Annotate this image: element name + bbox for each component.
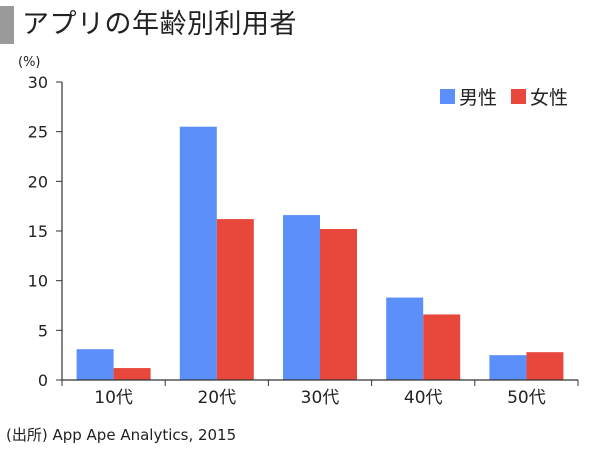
legend-label: 男性 — [459, 87, 497, 109]
y-axis-ticks: 0 5 10 15 20 25 30 — [28, 73, 62, 390]
legend-swatch-male — [440, 89, 455, 104]
y-tick-label: 30 — [28, 73, 48, 92]
bar-female — [216, 219, 254, 380]
y-tick-label: 5 — [38, 321, 48, 340]
title-accent-bar — [0, 6, 14, 44]
bar-female — [113, 368, 151, 380]
x-category-label: 20代 — [197, 388, 236, 408]
chart-title: アプリの年齢別利用者 — [22, 9, 297, 40]
x-axis-labels: 10代 20代 30代 40代 50代 — [94, 388, 545, 408]
y-unit-label: (%) — [18, 55, 41, 70]
x-category-label: 40代 — [404, 388, 443, 408]
bar-male — [386, 297, 424, 380]
bar-female — [526, 352, 564, 380]
x-category-label: 50代 — [507, 388, 546, 408]
bar-male — [489, 355, 527, 380]
axes — [61, 82, 579, 386]
y-tick-label: 0 — [38, 371, 48, 390]
bar-male — [179, 126, 217, 380]
y-tick-label: 20 — [28, 172, 48, 191]
source-note: (出所) App Ape Analytics, 2015 — [6, 426, 237, 444]
legend: 男性 女性 — [440, 87, 568, 109]
x-category-label: 30代 — [301, 388, 340, 408]
x-category-label: 10代 — [94, 388, 133, 408]
legend-swatch-female — [511, 89, 526, 104]
bars — [76, 126, 564, 380]
y-tick-label: 25 — [28, 123, 48, 142]
bar-male — [283, 215, 320, 380]
legend-label: 女性 — [530, 87, 568, 109]
bar-male — [76, 349, 114, 380]
bar-female — [423, 314, 461, 380]
y-tick-label: 15 — [28, 222, 48, 241]
bar-female — [320, 229, 357, 380]
y-tick-label: 10 — [28, 272, 48, 291]
